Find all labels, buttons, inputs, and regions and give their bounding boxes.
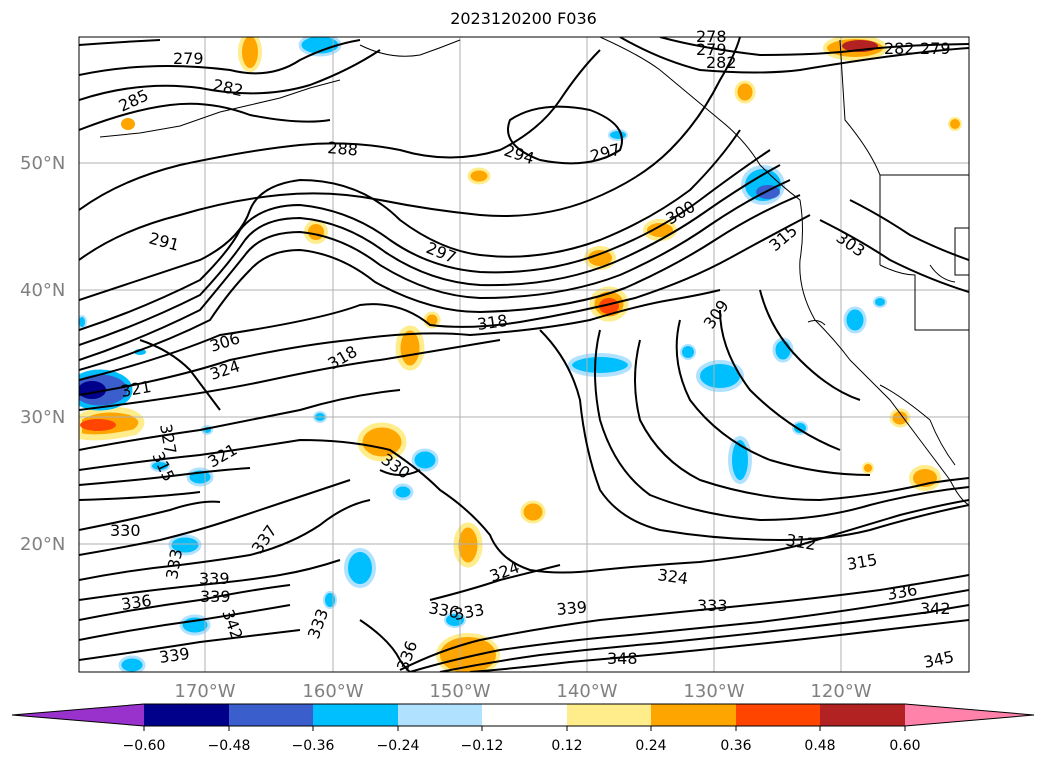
contour-label: 348: [607, 649, 638, 668]
colorbar-extend-low: [12, 704, 144, 726]
contour-label: 288: [327, 138, 359, 160]
contour-label: 279: [173, 49, 204, 68]
colorbar-tick-label: −0.48: [208, 738, 251, 754]
lon-label: 140°W: [556, 681, 617, 702]
colorbar-tick-label: 0.60: [889, 738, 920, 754]
lon-label: 160°W: [302, 681, 363, 702]
contour-label: 279: [920, 39, 951, 58]
contour-label: 333: [697, 596, 728, 615]
colorbar-tick-label: −0.24: [377, 738, 420, 754]
colorbar-extend-high: [905, 704, 1034, 726]
lon-label: 170°W: [174, 681, 235, 702]
gridlines: [79, 37, 969, 672]
contour-label: 278: [696, 27, 727, 46]
contour-label: 324: [656, 565, 689, 588]
colorbar-swatch: [736, 704, 820, 726]
contour-label: 282: [884, 39, 915, 58]
contour-label: 282: [706, 53, 737, 72]
contour-label: 339: [556, 597, 588, 619]
colorbar-tick-label: 0.48: [804, 738, 835, 754]
contour-label: 279: [696, 40, 727, 59]
contour-label: 339: [200, 587, 231, 606]
map-area: [79, 37, 969, 672]
colorbar-tick-label: −0.36: [292, 738, 335, 754]
lon-label: 150°W: [429, 681, 490, 702]
lon-label: 130°W: [683, 681, 744, 702]
map-title: 2023120200 F036: [450, 9, 597, 28]
colorbar-tick-label: −0.60: [123, 738, 166, 754]
contour-label: 342: [920, 599, 951, 618]
lat-label: 20°N: [20, 534, 65, 555]
colorbar-tick-label: 0.36: [720, 738, 751, 754]
contour-label: 339: [199, 569, 230, 588]
contour-label: 339: [158, 644, 191, 667]
colorbar-tick-label: 0.24: [635, 738, 666, 754]
colorbar: −0.60 −0.48 −0.36 −0.24 −0.12 0.12 0.24 …: [11, 703, 1035, 754]
contour-label: 330: [110, 521, 141, 540]
colorbar-swatch: [313, 704, 398, 726]
contour-lines: [79, 37, 969, 672]
negative-anomaly-patches: [79, 37, 887, 672]
lat-label: 30°N: [20, 407, 65, 428]
map-frame: [78, 36, 970, 673]
colorbar-swatch: [567, 704, 651, 726]
colorbar-swatch: [229, 704, 313, 726]
lat-label: 40°N: [20, 280, 65, 301]
lat-label: 50°N: [20, 153, 65, 174]
colorbar-swatch: [820, 704, 905, 726]
colorbar-swatch: [482, 704, 567, 726]
longitude-labels: 170°W 160°W 150°W 140°W 130°W 120°W: [174, 681, 871, 702]
colorbar-tick-label: 0.12: [551, 738, 582, 754]
colorbar-swatch: [144, 704, 229, 726]
colorbar-swatch: [398, 704, 482, 726]
latitude-labels: 50°N 40°N 30°N 20°N: [20, 153, 65, 555]
colorbar-tick-label: −0.12: [461, 738, 504, 754]
lon-label: 120°W: [810, 681, 871, 702]
contour-label-group: 279 282 285 288 294 297 291 297 300 303 …: [110, 27, 956, 673]
colorbar-swatch: [651, 704, 736, 726]
contour-label: 336: [120, 591, 153, 614]
contour-label: 318: [476, 311, 509, 334]
